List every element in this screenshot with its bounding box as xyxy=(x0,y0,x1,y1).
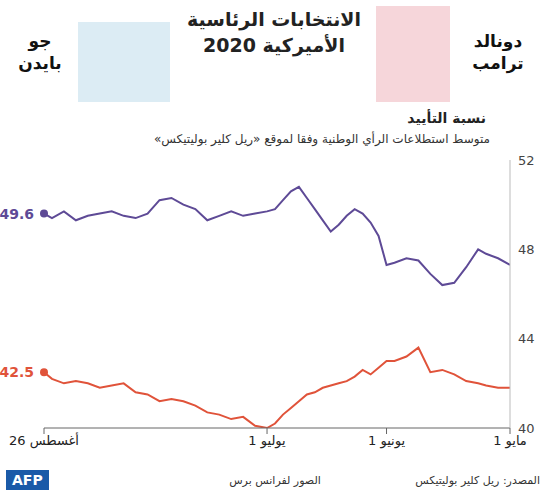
html-text:نسبة التأييد: نسبة التأييد xyxy=(407,110,486,126)
svg-text:49.6: 49.6 xyxy=(0,206,34,222)
svg-text:52: 52 xyxy=(518,153,535,168)
html-text:AFP: AFP xyxy=(12,472,43,488)
html-text:الصور لفرانس برس: الصور لفرانس برس xyxy=(229,474,321,487)
html-text:الانتخابات الرئاسية الأميركية: الانتخابات الرئاسية الأميركية 2020 xyxy=(187,8,361,56)
svg-text:48: 48 xyxy=(518,242,535,257)
svg-text:26 أغسطس: 26 أغسطس xyxy=(9,432,79,449)
html-text:متوسط استطلاعات الرأي الوطنية: متوسط استطلاعات الرأي الوطنية وفقا لموقع… xyxy=(153,132,490,146)
svg-text:1 مايو: 1 مايو xyxy=(493,433,527,449)
svg-text:44: 44 xyxy=(518,331,535,346)
html-text:المصدر: ريل كلير بوليتيكس: المصدر: ريل كلير بوليتيكس xyxy=(415,474,540,487)
svg-text:1 يونيو: 1 يونيو xyxy=(368,433,405,449)
svg-text:40: 40 xyxy=(518,421,535,436)
svg-text:1 يوليو: 1 يوليو xyxy=(248,433,286,449)
html-text:جو بايدن: جو بايدن xyxy=(18,31,62,73)
html-text:دونالد ترامب: دونالد ترامب xyxy=(472,31,524,73)
svg-text:42.5: 42.5 xyxy=(0,364,34,380)
